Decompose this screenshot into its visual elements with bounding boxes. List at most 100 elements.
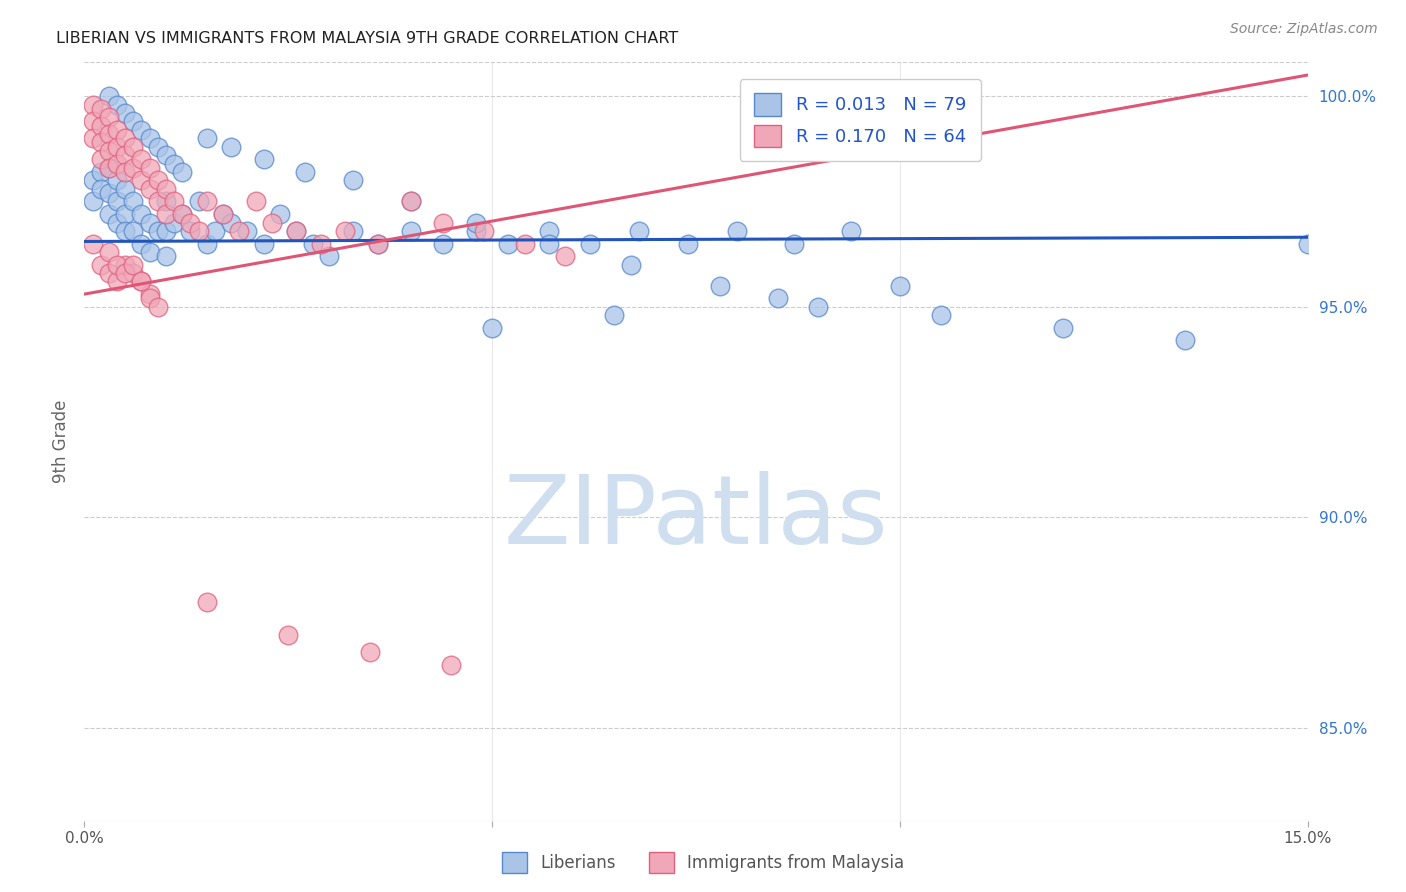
Text: ZIPatlas: ZIPatlas: [503, 471, 889, 564]
Point: [90, 182, 112, 196]
Point: [122, 114, 145, 128]
Point: [90, 165, 112, 179]
Point: [620, 258, 643, 272]
Point: [627, 224, 650, 238]
Point: [155, 194, 177, 209]
Point: [195, 236, 218, 251]
Point: [122, 161, 145, 175]
Point: [105, 173, 128, 187]
Point: [97, 161, 120, 175]
Point: [97, 207, 120, 221]
Point: [179, 224, 201, 238]
Point: [464, 224, 486, 238]
Point: [219, 215, 242, 229]
Point: [236, 224, 259, 238]
Point: [359, 645, 381, 659]
Point: [138, 287, 160, 301]
Point: [146, 173, 169, 187]
Point: [212, 207, 235, 221]
Point: [464, 215, 486, 229]
Point: [114, 207, 136, 221]
Point: [269, 207, 291, 221]
Point: [155, 182, 177, 196]
Point: [131, 236, 153, 251]
Point: [342, 224, 364, 238]
Point: [538, 224, 561, 238]
Point: [105, 215, 128, 229]
Point: [294, 165, 316, 179]
Point: [839, 224, 862, 238]
Point: [146, 194, 169, 209]
Point: [212, 207, 235, 221]
Point: [204, 224, 226, 238]
Point: [97, 244, 120, 259]
Point: [114, 258, 136, 272]
Point: [138, 215, 160, 229]
Point: [1296, 236, 1319, 251]
Point: [105, 156, 128, 170]
Point: [179, 215, 201, 229]
Point: [783, 236, 806, 251]
Legend: R = 0.013   N = 79, R = 0.170   N = 64: R = 0.013 N = 79, R = 0.170 N = 64: [740, 79, 980, 161]
Point: [538, 236, 561, 251]
Point: [472, 224, 495, 238]
Point: [105, 123, 128, 137]
Point: [318, 249, 340, 263]
Point: [260, 215, 283, 229]
Point: [131, 207, 153, 221]
Point: [97, 110, 120, 124]
Point: [676, 236, 699, 251]
Point: [138, 291, 160, 305]
Point: [82, 173, 104, 187]
Point: [301, 236, 323, 251]
Point: [603, 308, 626, 322]
Point: [498, 236, 520, 251]
Point: [82, 236, 104, 251]
Point: [82, 131, 104, 145]
Point: [155, 207, 177, 221]
Point: [138, 131, 160, 145]
Point: [138, 244, 160, 259]
Point: [122, 224, 145, 238]
Point: [146, 224, 169, 238]
Point: [82, 97, 104, 112]
Point: [367, 236, 389, 251]
Point: [82, 114, 104, 128]
Point: [90, 102, 112, 116]
Point: [114, 266, 136, 280]
Point: [929, 308, 952, 322]
Point: [155, 249, 177, 263]
Point: [1174, 334, 1197, 348]
Point: [131, 153, 153, 167]
Point: [481, 320, 503, 334]
Point: [90, 258, 112, 272]
Point: [105, 194, 128, 209]
Text: LIBERIAN VS IMMIGRANTS FROM MALAYSIA 9TH GRADE CORRELATION CHART: LIBERIAN VS IMMIGRANTS FROM MALAYSIA 9TH…: [56, 31, 679, 46]
Point: [335, 224, 357, 238]
Point: [285, 224, 308, 238]
Point: [97, 89, 120, 103]
Point: [163, 194, 186, 209]
Point: [155, 224, 177, 238]
Point: [195, 194, 218, 209]
Point: [114, 148, 136, 162]
Point: [163, 156, 186, 170]
Point: [114, 224, 136, 238]
Point: [309, 236, 332, 251]
Point: [1052, 320, 1074, 334]
Point: [122, 139, 145, 153]
Point: [90, 153, 112, 167]
Point: [399, 194, 422, 209]
Point: [889, 278, 911, 293]
Point: [131, 275, 153, 289]
Point: [253, 236, 276, 251]
Point: [440, 657, 463, 672]
Point: [342, 173, 364, 187]
Point: [195, 594, 218, 608]
Point: [97, 144, 120, 158]
Point: [105, 139, 128, 153]
Point: [122, 194, 145, 209]
Point: [807, 300, 830, 314]
Point: [219, 139, 242, 153]
Point: [131, 123, 153, 137]
